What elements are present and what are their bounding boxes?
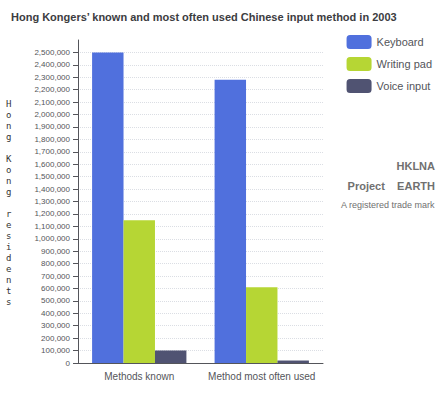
svg-text:g: g [6,187,11,197]
svg-text:r: r [6,209,12,219]
svg-text:o: o [6,110,11,120]
svg-text:e: e [6,220,11,230]
svg-text:o: o [6,165,11,175]
svg-text:1,000,000: 1,000,000 [34,234,70,243]
svg-text:2,200,000: 2,200,000 [34,85,70,94]
svg-text:n: n [6,275,11,285]
svg-text:1,100,000: 1,100,000 [34,222,70,231]
svg-text:800,000: 800,000 [41,259,70,268]
svg-text:2,400,000: 2,400,000 [34,60,70,69]
svg-text:Hong Kongers’ known and most o: Hong Kongers’ known and most often used … [11,11,397,23]
svg-text:1,700,000: 1,700,000 [34,147,70,156]
svg-text:200,000: 200,000 [41,334,70,343]
svg-text:1,200,000: 1,200,000 [34,209,70,218]
svg-text:n: n [6,121,11,131]
svg-text:A registered trade mark: A registered trade mark [341,200,435,210]
svg-text:g: g [6,132,11,142]
svg-text:100,000: 100,000 [41,346,70,355]
svg-text:d: d [6,253,11,263]
svg-text:HKLNA: HKLNA [397,160,436,172]
svg-text:500,000: 500,000 [41,296,70,305]
svg-text:n: n [6,176,11,186]
svg-text:400,000: 400,000 [41,309,70,318]
svg-text:Methods known: Methods known [104,371,174,382]
svg-text:s: s [6,297,11,307]
svg-text:1,400,000: 1,400,000 [34,185,70,194]
svg-text:Writing pad: Writing pad [377,58,432,70]
svg-text:900,000: 900,000 [41,247,70,256]
svg-text:1,500,000: 1,500,000 [34,172,70,181]
svg-text:1,300,000: 1,300,000 [34,197,70,206]
svg-text:2,100,000: 2,100,000 [34,98,70,107]
svg-text:1,600,000: 1,600,000 [34,160,70,169]
svg-text:s: s [6,231,11,241]
svg-text:1,800,000: 1,800,000 [34,135,70,144]
svg-text:1,900,000: 1,900,000 [34,122,70,131]
svg-text:2,500,000: 2,500,000 [34,48,70,57]
svg-text:Method most often used: Method most often used [208,371,315,382]
svg-text:t: t [6,286,11,296]
svg-text:H: H [6,99,11,109]
svg-text:Voice input: Voice input [377,80,431,92]
svg-text:e: e [6,264,11,274]
svg-text:K: K [6,154,12,164]
svg-text:300,000: 300,000 [41,321,70,330]
svg-text:Project EARTH: Project EARTH [348,180,435,192]
svg-text:2,000,000: 2,000,000 [34,110,70,119]
svg-text:Keyboard: Keyboard [377,36,424,48]
svg-text:i: i [6,242,11,252]
svg-text:600,000: 600,000 [41,284,70,293]
svg-text:700,000: 700,000 [41,272,70,281]
svg-text:2,300,000: 2,300,000 [34,73,70,82]
svg-text:0: 0 [66,359,71,368]
